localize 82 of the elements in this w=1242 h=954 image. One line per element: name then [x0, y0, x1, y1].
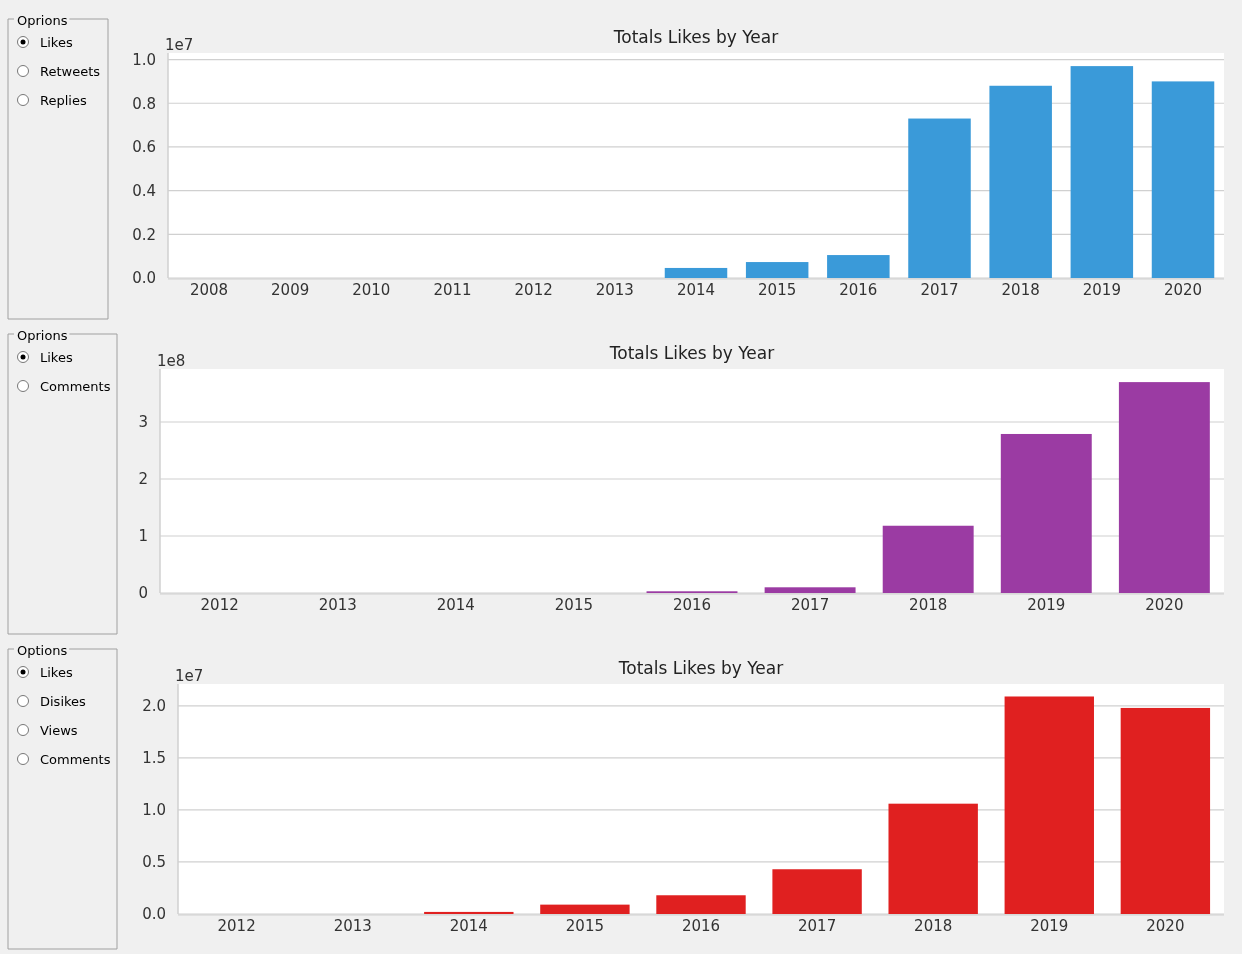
x-tick-label: 2017 [791, 595, 830, 614]
y-tick-label: 2 [138, 470, 148, 489]
x-tick-label: 2015 [758, 280, 797, 299]
bar [1070, 66, 1134, 278]
x-tick-label: 2014 [676, 280, 716, 299]
bar [656, 895, 746, 914]
y-tick-label: 0 [138, 584, 148, 603]
x-tick-label: 2012 [514, 280, 553, 299]
y-tick-label: 0.0 [132, 269, 156, 288]
bar [908, 118, 971, 278]
x-tick-label: 2012 [200, 595, 239, 614]
y-tick-label: 1 [138, 527, 148, 546]
x-tick-label: 2010 [352, 280, 391, 299]
x-tick-label: 2019 [1027, 595, 1066, 614]
text: Oprions [17, 13, 68, 28]
text: Comments [40, 379, 111, 394]
x-tick-label: 2019 [1082, 280, 1121, 299]
x-tick-label: 2018 [1001, 280, 1040, 299]
y-tick-label: 0.8 [132, 94, 156, 113]
y-tick-label: 0.6 [132, 138, 156, 157]
y-axis-title: 1e7 [175, 667, 204, 685]
bar [424, 911, 514, 914]
chart-title: Totals Likes by Year [612, 27, 779, 47]
y-tick-label: 0.2 [132, 225, 156, 244]
y-tick-label: 2.0 [142, 697, 166, 716]
y-tick-label: 1.5 [142, 749, 166, 768]
x-tick-label: 2015 [565, 916, 604, 935]
text: Oprions [17, 328, 68, 343]
bar [989, 85, 1052, 278]
x-tick-label: 2016 [672, 595, 712, 614]
x-tick-label: 2017 [920, 280, 959, 299]
bar [764, 587, 856, 593]
x-tick-label: 2009 [271, 280, 310, 299]
y-tick-label: 1.0 [142, 801, 166, 820]
x-tick-label: 2013 [318, 595, 357, 614]
x-tick-label: 2016 [839, 280, 878, 299]
text: Likes [40, 350, 73, 365]
chart-title: Totals Likes by Year [608, 343, 775, 363]
x-tick-label: 2020 [1145, 595, 1184, 614]
text: Likes [40, 665, 73, 680]
x-tick-label: 2013 [595, 280, 634, 299]
x-tick-label: 2012 [217, 916, 256, 935]
bar [540, 904, 630, 914]
bar [772, 869, 862, 914]
text: Retweets [40, 64, 101, 79]
x-tick-label: 2016 [681, 916, 721, 935]
y-axis-title: 1e7 [165, 36, 194, 54]
bar [1120, 707, 1211, 914]
bar [882, 525, 974, 593]
bar [1118, 382, 1210, 593]
y-tick-label: 3 [138, 413, 148, 432]
x-tick-label: 2019 [1030, 916, 1069, 935]
text: Likes [40, 35, 73, 50]
bar [1004, 696, 1094, 914]
text: Options [17, 643, 68, 658]
y-tick-label: 0.4 [132, 181, 156, 200]
x-tick-label: 2018 [909, 595, 948, 614]
bar [664, 267, 728, 278]
x-tick-label: 2020 [1146, 916, 1185, 935]
x-tick-label: 2014 [449, 916, 488, 935]
y-axis-title: 1e8 [157, 352, 186, 370]
text: Disikes [40, 694, 87, 709]
bar [1000, 433, 1092, 593]
y-tick-label: 1.0 [132, 50, 156, 69]
x-tick-label: 2015 [554, 595, 593, 614]
y-tick-label: 0.5 [142, 853, 166, 872]
x-tick-label: 2014 [436, 595, 475, 614]
y-tick-label: 0.0 [142, 905, 166, 924]
text: Views [40, 723, 78, 738]
x-tick-label: 2017 [798, 916, 837, 935]
x-tick-label: 2008 [189, 280, 229, 299]
bar [1151, 81, 1215, 278]
chart-title: Totals Likes by Year [617, 658, 784, 678]
text: Replies [40, 93, 87, 108]
bar [827, 255, 890, 278]
text: Comments [40, 752, 111, 767]
x-tick-label: 2013 [333, 916, 372, 935]
bar [745, 262, 809, 278]
bar [888, 803, 978, 914]
x-tick-label: 2011 [433, 280, 472, 299]
x-tick-label: 2020 [1163, 280, 1203, 299]
x-tick-label: 2018 [914, 916, 953, 935]
